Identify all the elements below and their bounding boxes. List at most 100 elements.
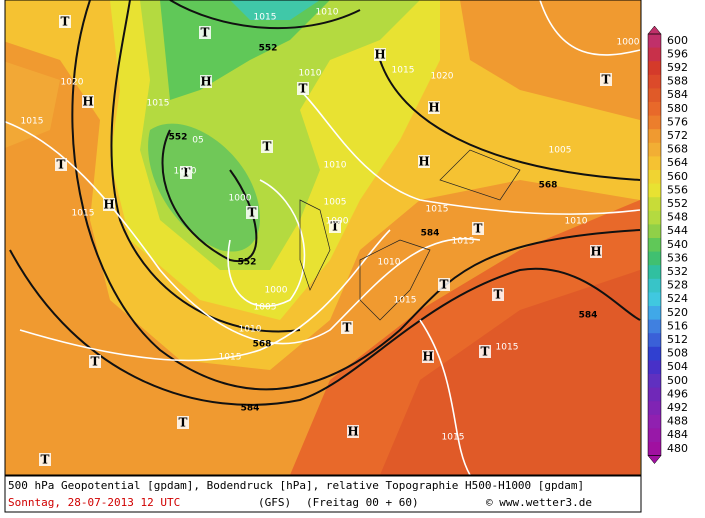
marker-bg: [246, 206, 258, 219]
contour-label: 1015: [452, 237, 475, 247]
pressure-marker: H: [374, 48, 385, 62]
marker-bg: [428, 101, 440, 114]
marker-bg: [341, 321, 353, 334]
contour-label: 1010: [239, 325, 262, 335]
marker-bg: [82, 95, 94, 108]
marker-bg: [89, 355, 101, 368]
legend-swatch: [648, 360, 661, 375]
contour-label: 05: [192, 136, 203, 146]
pressure-marker: T: [481, 345, 490, 359]
contour-label: 1005: [254, 303, 277, 313]
legend-swatch: [648, 346, 661, 361]
legend-label: 508: [667, 347, 688, 360]
marker-bg: [418, 155, 430, 168]
legend-swatch: [648, 333, 661, 348]
pressure-marker: T: [474, 222, 483, 236]
legend-swatch: [648, 34, 661, 49]
marker-bg: [329, 220, 341, 233]
legend-swatch: [648, 129, 661, 144]
contour-label: 1015: [426, 205, 449, 215]
pressure-marker: T: [91, 355, 100, 369]
legend-swatch: [648, 102, 661, 117]
contour-label: 1015: [21, 117, 44, 127]
contour-label: 1005: [549, 146, 572, 156]
legend-swatch: [648, 442, 661, 457]
legend-swatch: [648, 414, 661, 429]
legend-label: 600: [667, 34, 688, 47]
footer-description: 500 hPa Geopotential [gpdam], Bodendruck…: [8, 479, 584, 492]
marker-bg: [492, 288, 504, 301]
footer-credit: © www.wetter3.de: [486, 496, 592, 509]
contour-label: 552: [259, 44, 278, 54]
footer-date: Sonntag, 28-07-2013 12 UTC: [8, 496, 180, 509]
legend-swatch: [648, 88, 661, 103]
pressure-marker: H: [422, 350, 433, 364]
pressure-marker: T: [201, 26, 210, 40]
legend-swatch: [648, 278, 661, 293]
pressure-marker: H: [428, 101, 439, 115]
pressure-marker: T: [440, 278, 449, 292]
legend-label: 516: [667, 319, 688, 332]
legend-tip: [647, 25, 662, 35]
legend-label: 588: [667, 75, 688, 88]
legend-swatch: [648, 306, 661, 321]
legend-label: 576: [667, 115, 688, 128]
legend-label: 528: [667, 279, 688, 292]
legend-label: 480: [667, 442, 688, 455]
contour-label: 1015: [392, 66, 415, 76]
legend-swatch: [648, 47, 661, 62]
legend-swatch: [648, 265, 661, 280]
legend-swatch: [648, 170, 661, 185]
contour-label: 1000: [229, 194, 252, 204]
map-frame: [4, 0, 642, 476]
pressure-marker: T: [494, 288, 503, 302]
legend-label: 580: [667, 102, 688, 115]
contour-label: 1015: [496, 343, 519, 353]
marker-bg: [103, 198, 115, 211]
contour-label: 552: [169, 133, 188, 143]
contour-label: 1010: [565, 217, 588, 227]
contour-label: 1000: [265, 286, 288, 296]
legend-label: 592: [667, 61, 688, 74]
marker-bg: [180, 166, 192, 179]
legend-frame: [647, 33, 662, 456]
legend-label: 500: [667, 374, 688, 387]
pressure-marker: T: [263, 140, 272, 154]
footer-model: (GFS): [258, 496, 291, 509]
legend-swatch: [648, 387, 661, 402]
legend-label: 520: [667, 306, 688, 319]
contour-label: 1015: [72, 209, 95, 219]
legend-label: 524: [667, 292, 688, 305]
marker-bg: [479, 345, 491, 358]
marker-bg: [59, 15, 71, 28]
legend-label: 540: [667, 238, 688, 251]
marker-bg: [177, 416, 189, 429]
legend-label: 536: [667, 251, 688, 264]
legend-label: 552: [667, 197, 688, 210]
contour-label: 1005: [324, 198, 347, 208]
pressure-marker: T: [179, 416, 188, 430]
marker-bg: [438, 278, 450, 291]
legend-label: 532: [667, 265, 688, 278]
marker-bg: [39, 453, 51, 466]
pressure-marker: T: [41, 453, 50, 467]
legend-label: 484: [667, 428, 688, 441]
contour-label: 584: [579, 311, 598, 321]
marker-bg: [55, 158, 67, 171]
legend-label: 512: [667, 333, 688, 346]
pressure-marker: T: [331, 220, 340, 234]
legend-label: 572: [667, 129, 688, 142]
contour-label: 584: [241, 404, 260, 414]
contour-label: 1000: [326, 217, 349, 227]
legend-label: 544: [667, 224, 688, 237]
marker-bg: [347, 425, 359, 438]
legend-swatch: [648, 374, 661, 389]
legend-swatch: [648, 238, 661, 253]
contour-label: 1010: [299, 69, 322, 79]
legend-label: 548: [667, 211, 688, 224]
legend-swatch: [648, 428, 661, 443]
footer-forecast: (Freitag 00 + 60): [306, 496, 419, 509]
legend-swatch: [648, 210, 661, 225]
